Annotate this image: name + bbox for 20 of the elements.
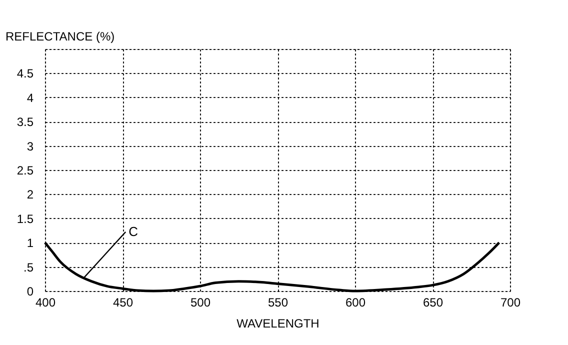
y-tick-label: 4 xyxy=(26,90,34,105)
y-tick-label: 0 xyxy=(26,284,34,298)
x-tick-label: 400 xyxy=(35,296,56,310)
y-tick-label: 3 xyxy=(26,139,34,154)
x-axis-title: WAVELENGTH xyxy=(236,316,320,330)
y-tick-label: 2.5 xyxy=(16,164,34,178)
x-tick-label: 650 xyxy=(422,296,444,310)
y-tick-label: 4.5 xyxy=(16,66,34,81)
x-tick-label: 550 xyxy=(268,296,288,310)
x-tick-label: 600 xyxy=(345,296,366,310)
x-tick-label: 700 xyxy=(500,296,521,310)
x-tick-label: 500 xyxy=(190,296,211,310)
x-tick-label: 450 xyxy=(112,296,134,310)
y-axis-title: REFLECTANCE (%) xyxy=(6,30,115,44)
y-tick-label: 2 xyxy=(26,188,34,202)
y-tick-label: .5 xyxy=(23,260,34,274)
y-tick-label: 1 xyxy=(26,236,34,250)
annotation: C xyxy=(128,224,138,239)
y-tick-label: 3.5 xyxy=(16,115,34,130)
y-tick-label: 1.5 xyxy=(16,212,34,226)
